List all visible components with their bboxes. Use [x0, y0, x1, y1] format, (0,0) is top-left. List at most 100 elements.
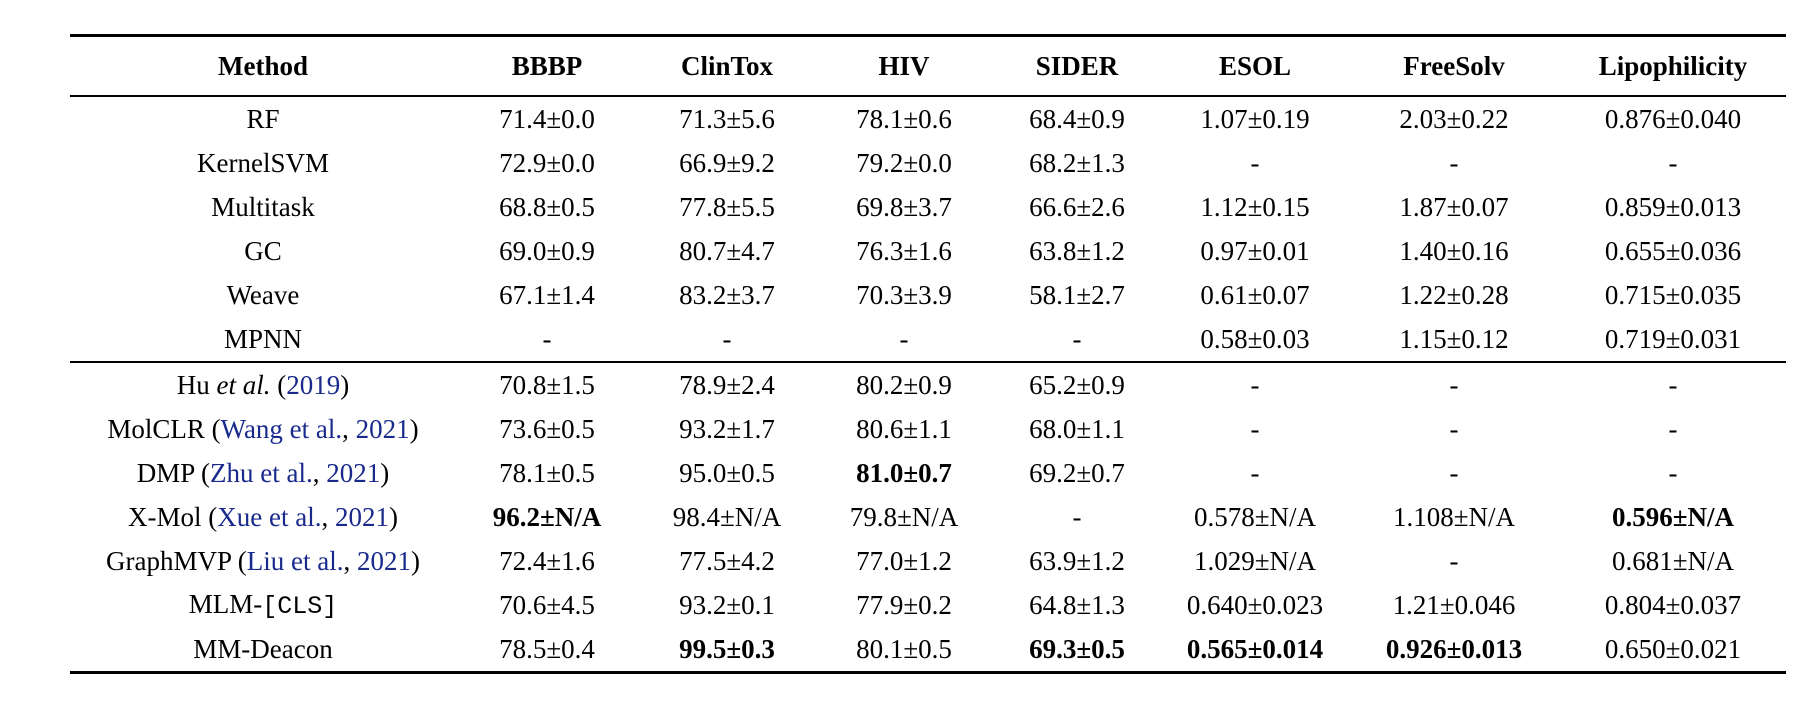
- value-cell: 1.029±N/A: [1193, 545, 1317, 576]
- method-name: GC: [244, 235, 282, 266]
- value-cell: -: [1250, 457, 1260, 488]
- value-cell: 78.1±0.6: [856, 103, 952, 134]
- value-cell: -: [1162, 361, 1348, 407]
- value-cell: 70.8±1.5: [456, 361, 638, 407]
- method-cell: Hu et al. (2019): [70, 361, 456, 407]
- value-cell: 0.926±0.013: [1348, 627, 1560, 674]
- citation-separator: ,: [342, 413, 356, 444]
- results-table: Method BBBP ClinTox HIV SIDER ESOL FreeS…: [70, 34, 1786, 674]
- value-cell: 1.07±0.19: [1200, 103, 1310, 134]
- value-cell: 80.6±1.1: [856, 413, 952, 444]
- value-cell: 79.2±0.0: [856, 147, 952, 178]
- value-cell: 93.2±1.7: [679, 413, 775, 444]
- header-freesolv: FreeSolv: [1348, 34, 1560, 97]
- header-hiv: HIV: [816, 34, 992, 97]
- value-cell: 0.859±0.013: [1604, 191, 1742, 222]
- value-cell: 69.3±0.5: [992, 627, 1162, 674]
- value-cell: 96.2±N/A: [492, 501, 602, 532]
- value-cell: 80.7±4.7: [679, 235, 775, 266]
- value-cell: 0.876±0.040: [1604, 103, 1742, 134]
- table-row: MM-Deacon 78.5±0.4 99.5±0.3 80.1±0.5 69.3±0.…: [70, 627, 1786, 674]
- header-bbbp: BBBP: [456, 34, 638, 97]
- method-cell: KernelSVM: [70, 141, 456, 185]
- value-cell: -: [1560, 361, 1786, 407]
- value-cell: -: [1668, 457, 1678, 488]
- value-cell: 66.9±9.2: [679, 147, 775, 178]
- method-cell: DMP (Zhu et al., 2021): [70, 451, 456, 495]
- method-cell: MolCLR (Wang et al., 2021): [70, 407, 456, 451]
- value-cell: 72.9±0.0: [499, 147, 595, 178]
- citation-year-link: 2021: [334, 501, 389, 532]
- citation-separator: ,: [312, 457, 327, 488]
- method-name: Multitask: [211, 191, 315, 222]
- method-cell: RF: [70, 96, 456, 141]
- value-cell: 95.0±0.5: [679, 457, 775, 488]
- value-cell: 68.2±1.3: [1029, 147, 1125, 178]
- table-row: Hu et al. (2019) 70.8±1.5 78.9±2.4 80.2±0.9…: [70, 361, 1786, 407]
- value-cell: 77.5±4.2: [679, 545, 775, 576]
- method-italic: et al.: [216, 369, 271, 400]
- citation-separator: ,: [343, 545, 357, 576]
- method-cell: Multitask: [70, 185, 456, 229]
- value-cell: -: [1668, 413, 1678, 444]
- citation-open: (: [231, 545, 247, 576]
- value-cell: 69.2±0.7: [1029, 457, 1125, 488]
- value-cell: 0.681±N/A: [1611, 545, 1735, 576]
- citation-close: ): [380, 457, 390, 488]
- citation-link: Zhu et al.: [210, 457, 313, 488]
- citation-open: (: [194, 457, 211, 488]
- value-cell: -: [899, 323, 909, 354]
- value-cell: -: [1072, 501, 1082, 532]
- table-body: RF 71.4±0.0 71.3±5.6 78.1±0.6 68.4±0.9 1.07±0…: [70, 96, 1786, 674]
- value-cell: 1.15±0.12: [1399, 323, 1509, 354]
- value-cell: -: [1449, 413, 1459, 444]
- table-row: X-Mol (Xue et al., 2021) 96.2±N/A 98.4±N/A…: [70, 495, 1786, 539]
- value-cell: -: [1072, 323, 1082, 354]
- value-cell: 0.61±0.07: [1200, 279, 1310, 310]
- citation-year-link: 2021: [326, 457, 381, 488]
- value-cell: 80.1±0.5: [816, 627, 992, 674]
- citation-close: ): [388, 501, 398, 532]
- value-cell: 0.650±0.021: [1560, 627, 1786, 674]
- table-row: MolCLR (Wang et al., 2021) 73.6±0.5 93.2±1…: [70, 407, 1786, 451]
- table-row: RF 71.4±0.0 71.3±5.6 78.1±0.6 68.4±0.9 1.07±0…: [70, 96, 1786, 141]
- method-cell: Weave: [70, 273, 456, 317]
- value-cell: 68.0±1.1: [1029, 413, 1125, 444]
- citation-open: (: [270, 369, 287, 400]
- value-cell: -: [1250, 147, 1260, 178]
- value-cell: 0.715±0.035: [1604, 279, 1742, 310]
- citation-open: (: [204, 413, 221, 444]
- value-cell: 78.1±0.5: [499, 457, 595, 488]
- value-cell: 68.4±0.9: [1029, 103, 1125, 134]
- method-name: DMP: [136, 457, 195, 488]
- method-name: Weave: [226, 279, 300, 310]
- value-cell: 76.3±1.6: [856, 235, 952, 266]
- citation-year-link: 2021: [356, 545, 411, 576]
- value-cell: 64.8±1.3: [1029, 589, 1125, 620]
- value-cell: 66.6±2.6: [1029, 191, 1125, 222]
- value-cell: -: [1250, 413, 1260, 444]
- value-cell: 70.3±3.9: [856, 279, 952, 310]
- value-cell: 1.87±0.07: [1399, 191, 1509, 222]
- value-cell: 58.1±2.7: [1029, 279, 1125, 310]
- value-cell: 1.22±0.28: [1399, 279, 1509, 310]
- value-cell: 99.5±0.3: [638, 627, 816, 674]
- value-cell: 0.804±0.037: [1604, 589, 1742, 620]
- value-cell: -: [1449, 457, 1459, 488]
- value-cell: -: [1449, 147, 1459, 178]
- value-cell: 78.5±0.4: [456, 627, 638, 674]
- value-cell: 73.6±0.5: [499, 413, 595, 444]
- value-cell: -: [1348, 361, 1560, 407]
- citation-link: Xue et al.: [217, 501, 322, 532]
- table-row: Multitask 68.8±0.5 77.8±5.5 69.8±3.7 66.6±2.…: [70, 185, 1786, 229]
- table-row: GC 69.0±0.9 80.7±4.7 76.3±1.6 63.8±1.2 0.97±0…: [70, 229, 1786, 273]
- method-name: KernelSVM: [197, 147, 329, 178]
- value-cell: 79.8±N/A: [849, 501, 959, 532]
- value-cell: 77.0±1.2: [856, 545, 952, 576]
- citation-close: ): [410, 545, 420, 576]
- method-name: MM-Deacon: [193, 633, 333, 664]
- value-cell: 0.596±N/A: [1611, 501, 1735, 532]
- value-cell: 0.719±0.031: [1604, 323, 1742, 354]
- citation-link: 2019: [286, 369, 341, 400]
- value-cell: 70.6±4.5: [499, 589, 595, 620]
